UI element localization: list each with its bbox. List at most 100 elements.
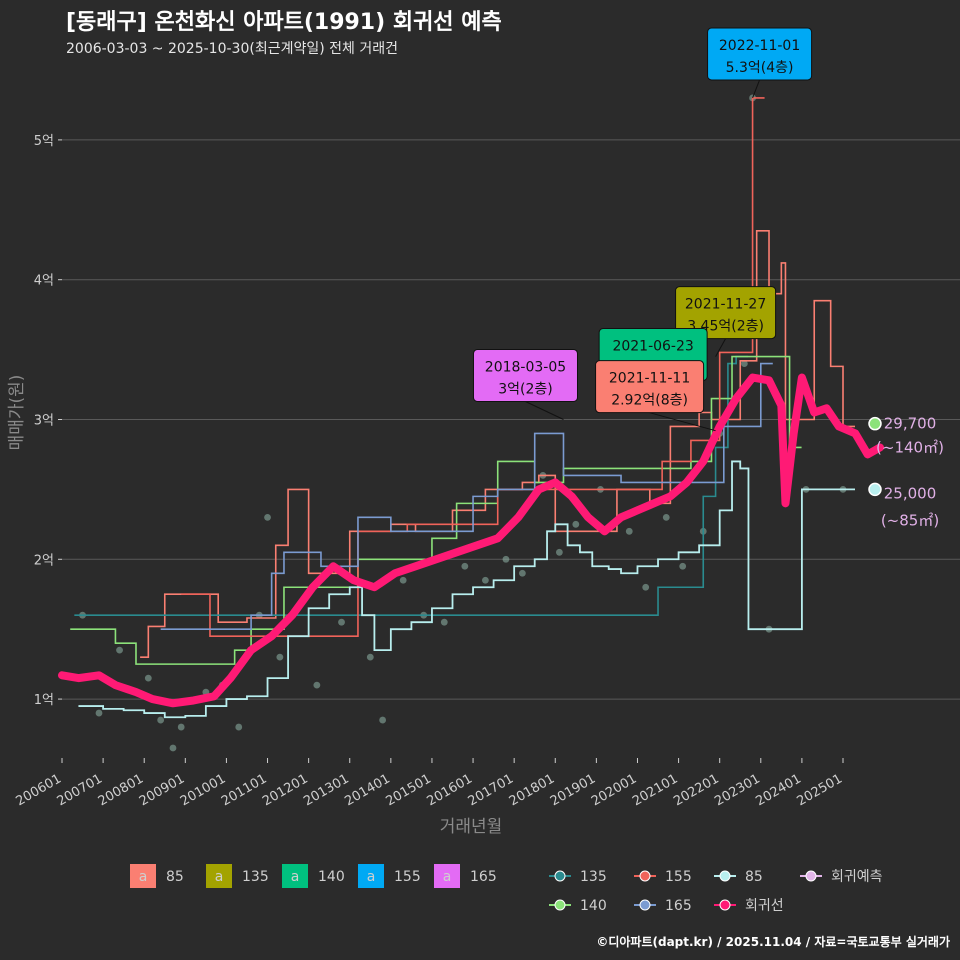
legend-swatch bbox=[282, 864, 308, 888]
end-marker bbox=[868, 416, 882, 431]
source-caption: ©디아파트(dapt.kr) / 2025.11.04 / 자료=국토교통부 실… bbox=[596, 935, 950, 949]
x-tick-label: 201101 bbox=[219, 771, 269, 809]
annotation-box bbox=[707, 27, 813, 81]
legend-label: 85 bbox=[745, 869, 763, 885]
annotation-pointer bbox=[525, 401, 564, 420]
trade-point bbox=[177, 723, 185, 731]
trade-point bbox=[679, 562, 687, 570]
trade-point bbox=[461, 562, 469, 570]
legend-label: 140 bbox=[318, 869, 345, 885]
trade-point bbox=[481, 576, 489, 584]
legend-line-marker bbox=[805, 870, 817, 882]
trade-point bbox=[95, 709, 103, 717]
trade-point bbox=[502, 555, 510, 563]
annotation-box bbox=[595, 360, 705, 414]
legend-swatch bbox=[206, 864, 232, 888]
x-tick-label: 201501 bbox=[383, 771, 433, 809]
trade-point bbox=[740, 360, 748, 367]
legend-swatch bbox=[434, 864, 460, 888]
trade-point bbox=[235, 723, 243, 731]
trade-point bbox=[366, 653, 374, 661]
x-tick-label: 201201 bbox=[260, 771, 310, 809]
trade-point bbox=[144, 674, 152, 682]
legend-label: 165 bbox=[665, 898, 692, 914]
end-value-label: 29,700 bbox=[884, 415, 937, 433]
trade-point bbox=[555, 548, 563, 556]
x-tick-label: 201901 bbox=[548, 771, 598, 809]
legend-label: 155 bbox=[665, 869, 692, 885]
legend-swatch-glyph: a bbox=[291, 869, 300, 885]
trade-point bbox=[157, 716, 165, 724]
annotation-value: 5.3억(4층) bbox=[726, 60, 794, 76]
y-tick-label: 3억 bbox=[34, 413, 54, 428]
chart-title: [동래구] 온천화신 아파트(1991) 회귀선 예측 bbox=[66, 10, 502, 35]
y-axis-title: 매매가(원) bbox=[7, 375, 27, 451]
trade-point bbox=[518, 569, 526, 577]
trade-point bbox=[572, 520, 580, 528]
legend-line-marker bbox=[719, 899, 731, 911]
annotation-date: 2022-11-01 bbox=[719, 38, 800, 54]
annotation-pointer bbox=[752, 79, 761, 99]
series-line-s165 bbox=[160, 362, 773, 630]
trade-point bbox=[642, 583, 650, 591]
legend-label: 85 bbox=[166, 869, 184, 885]
legend-label: 140 bbox=[580, 898, 607, 914]
end-area-label: (~85㎡) bbox=[881, 511, 939, 529]
trade-point bbox=[379, 716, 387, 724]
x-tick-label: 202001 bbox=[589, 771, 639, 809]
series-line-s140 bbox=[70, 355, 802, 665]
legend-label: 회귀예측 bbox=[831, 869, 883, 885]
x-tick-label: 202101 bbox=[630, 771, 680, 809]
x-tick-label: 201701 bbox=[466, 771, 516, 809]
annotation-date: 2018-03-05 bbox=[485, 359, 566, 375]
legend-swatch-glyph: a bbox=[443, 869, 452, 885]
end-value-label: 25,000 bbox=[884, 484, 937, 502]
legend-label: 135 bbox=[580, 869, 607, 885]
series-line-reg85 bbox=[78, 460, 856, 719]
x-tick-label: 201401 bbox=[342, 771, 392, 809]
trade-point bbox=[662, 513, 670, 521]
legend-swatch-glyph: a bbox=[367, 869, 376, 885]
legend-swatch-glyph: a bbox=[215, 869, 224, 885]
end-marker bbox=[868, 482, 882, 497]
x-tick-label: 202401 bbox=[753, 771, 803, 809]
y-tick-label: 2억 bbox=[34, 553, 54, 568]
annotation-pointer bbox=[715, 338, 727, 357]
legend-line-marker bbox=[639, 870, 651, 882]
x-tick-label: 202201 bbox=[671, 771, 721, 809]
legend-swatch bbox=[358, 864, 384, 888]
x-tick-label: 200801 bbox=[96, 771, 146, 809]
legend-label: 회귀선 bbox=[745, 898, 784, 914]
series-line-s155 bbox=[181, 97, 765, 637]
trade-point bbox=[338, 618, 345, 626]
legend-line-marker bbox=[554, 899, 566, 911]
end-area-label: (~140㎡) bbox=[876, 439, 944, 457]
x-tick-label: 201601 bbox=[425, 771, 475, 809]
annotation-box bbox=[675, 286, 777, 340]
legend-label: 155 bbox=[394, 869, 421, 885]
legend-line-marker bbox=[554, 870, 566, 882]
legend-swatch bbox=[130, 864, 156, 888]
legend-label: 165 bbox=[470, 869, 497, 885]
series-line-s135 bbox=[74, 355, 749, 617]
trade-point bbox=[169, 744, 177, 752]
trade-point bbox=[625, 527, 633, 535]
x-tick-label: 200901 bbox=[137, 771, 187, 809]
x-tick-label: 200701 bbox=[55, 771, 105, 809]
trade-point bbox=[399, 576, 407, 584]
series-line-s85 bbox=[140, 229, 856, 658]
y-tick-label: 4억 bbox=[34, 274, 54, 289]
trade-point bbox=[276, 653, 284, 661]
trade-point bbox=[116, 646, 123, 654]
x-tick-label: 201001 bbox=[178, 771, 228, 809]
annotation-date: 2021-06-23 bbox=[612, 339, 693, 355]
annotation-value: 3억(2층) bbox=[498, 381, 553, 397]
annotation-date: 2021-11-11 bbox=[609, 371, 690, 387]
regression-line bbox=[58, 373, 884, 708]
x-tick-label: 201301 bbox=[301, 771, 351, 809]
x-tick-label: 202301 bbox=[712, 771, 762, 809]
trade-point bbox=[264, 513, 271, 521]
x-axis-title: 거래년월 bbox=[440, 817, 503, 837]
x-tick-label: 200601 bbox=[14, 771, 64, 809]
